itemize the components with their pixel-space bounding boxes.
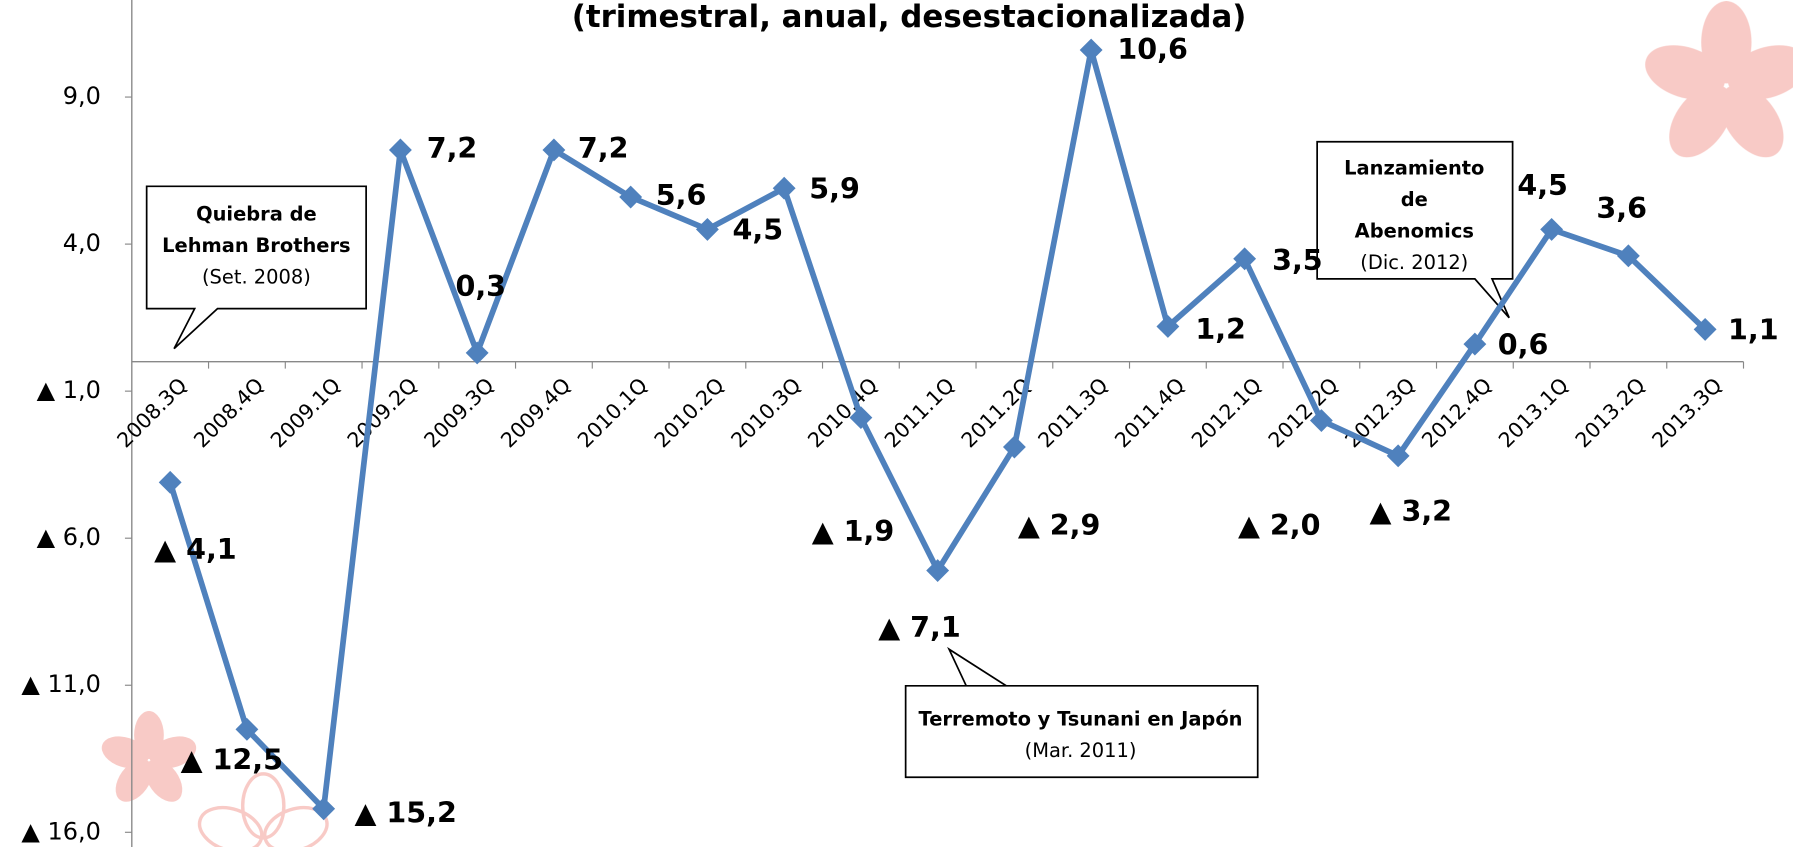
x-tick-label: 2009.4Q: [496, 373, 575, 452]
y-tick-label: ▲ 6,0: [37, 523, 101, 551]
x-tick-label: 2012.1Q: [1187, 373, 1266, 452]
y-tick-label: ▲ 16,0: [21, 817, 101, 845]
annotation-text: Abenomics: [1355, 220, 1474, 243]
annotation-text: de: [1401, 188, 1428, 211]
data-point: [1002, 435, 1026, 459]
data-label: 0,6: [1498, 327, 1549, 361]
data-label: 5,6: [656, 178, 707, 212]
annotation-text: Quiebra de: [196, 202, 317, 225]
x-tick-label: 2011.1Q: [880, 373, 959, 452]
y-tick-label: 4,0: [63, 229, 101, 257]
data-label: 0,3: [455, 269, 506, 303]
data-label: ▲ 1,9: [812, 514, 895, 548]
data-label: ▲ 2,9: [1018, 508, 1101, 542]
callouts: [145, 140, 1514, 779]
y-tick-label: ▲ 11,0: [21, 670, 101, 698]
x-tick-label: 2009.1Q: [266, 373, 345, 452]
data-label: ▲ 7,1: [878, 610, 961, 644]
data-point: [465, 341, 489, 365]
data-label: 7,2: [427, 131, 478, 165]
x-tick-label: 2013.3Q: [1647, 373, 1726, 452]
annotation-note: (Set. 2008): [202, 265, 311, 288]
data-point: [235, 717, 259, 741]
data-label: 3,6: [1596, 191, 1647, 225]
data-label: ▲ 2,0: [1238, 508, 1321, 542]
data-point: [926, 559, 950, 582]
x-tick-label: 2009.3Q: [419, 373, 498, 452]
data-point: [1693, 317, 1717, 341]
data-label: 5,9: [809, 172, 860, 206]
chart-title: (trimestral, anual, desestacionalizada): [572, 0, 1247, 35]
y-tick-label: 9,0: [63, 82, 101, 110]
data-point: [695, 217, 719, 241]
annotation-text: Lehman Brothers: [162, 234, 350, 257]
data-label: 10,6: [1117, 32, 1187, 66]
data-point: [619, 185, 643, 209]
data-label: ▲ 3,2: [1370, 494, 1453, 528]
y-tick-label: ▲ 1,0: [37, 376, 101, 404]
x-tick-label: 2010.2Q: [650, 373, 729, 452]
x-tick-label: 2008.4Q: [189, 373, 268, 452]
x-tick-label: 2011.3Q: [1033, 373, 1112, 452]
sakura-decoration: [101, 1, 1793, 847]
annotation-text: Terremoto y Tsunani en Japón: [919, 708, 1243, 731]
data-point: [158, 470, 182, 494]
data-point: [388, 138, 412, 162]
annotation-note: (Mar. 2011): [1025, 739, 1137, 762]
data-point: [542, 138, 566, 162]
data-label: ▲ 12,5: [181, 742, 283, 776]
x-tick-label: 2010.1Q: [573, 373, 652, 452]
data-point: [1079, 38, 1103, 62]
data-point: [312, 797, 336, 821]
x-tick-label: 2011.4Q: [1110, 373, 1189, 452]
data-label: ▲ 4,1: [154, 532, 237, 566]
x-tick-label: 2009.2Q: [343, 373, 422, 452]
data-label: 1,2: [1195, 312, 1246, 346]
x-tick-label: 2013.1Q: [1494, 373, 1573, 452]
data-label: 3,5: [1272, 243, 1323, 277]
data-label: ▲ 15,2: [355, 795, 457, 829]
data-label: 1,1: [1728, 313, 1779, 347]
x-tick-label: 2013.2Q: [1571, 373, 1650, 452]
data-point: [1156, 315, 1180, 338]
annotation-text: Lanzamiento: [1344, 157, 1484, 180]
annotation-note: (Dic. 2012): [1360, 251, 1468, 274]
data-point: [772, 176, 796, 200]
data-label: 4,5: [733, 213, 784, 247]
data-label: 7,2: [578, 131, 629, 165]
data-label: 4,5: [1517, 168, 1568, 202]
x-tick-label: 2008.3Q: [112, 373, 191, 452]
x-tick-label: 2010.3Q: [726, 373, 805, 452]
